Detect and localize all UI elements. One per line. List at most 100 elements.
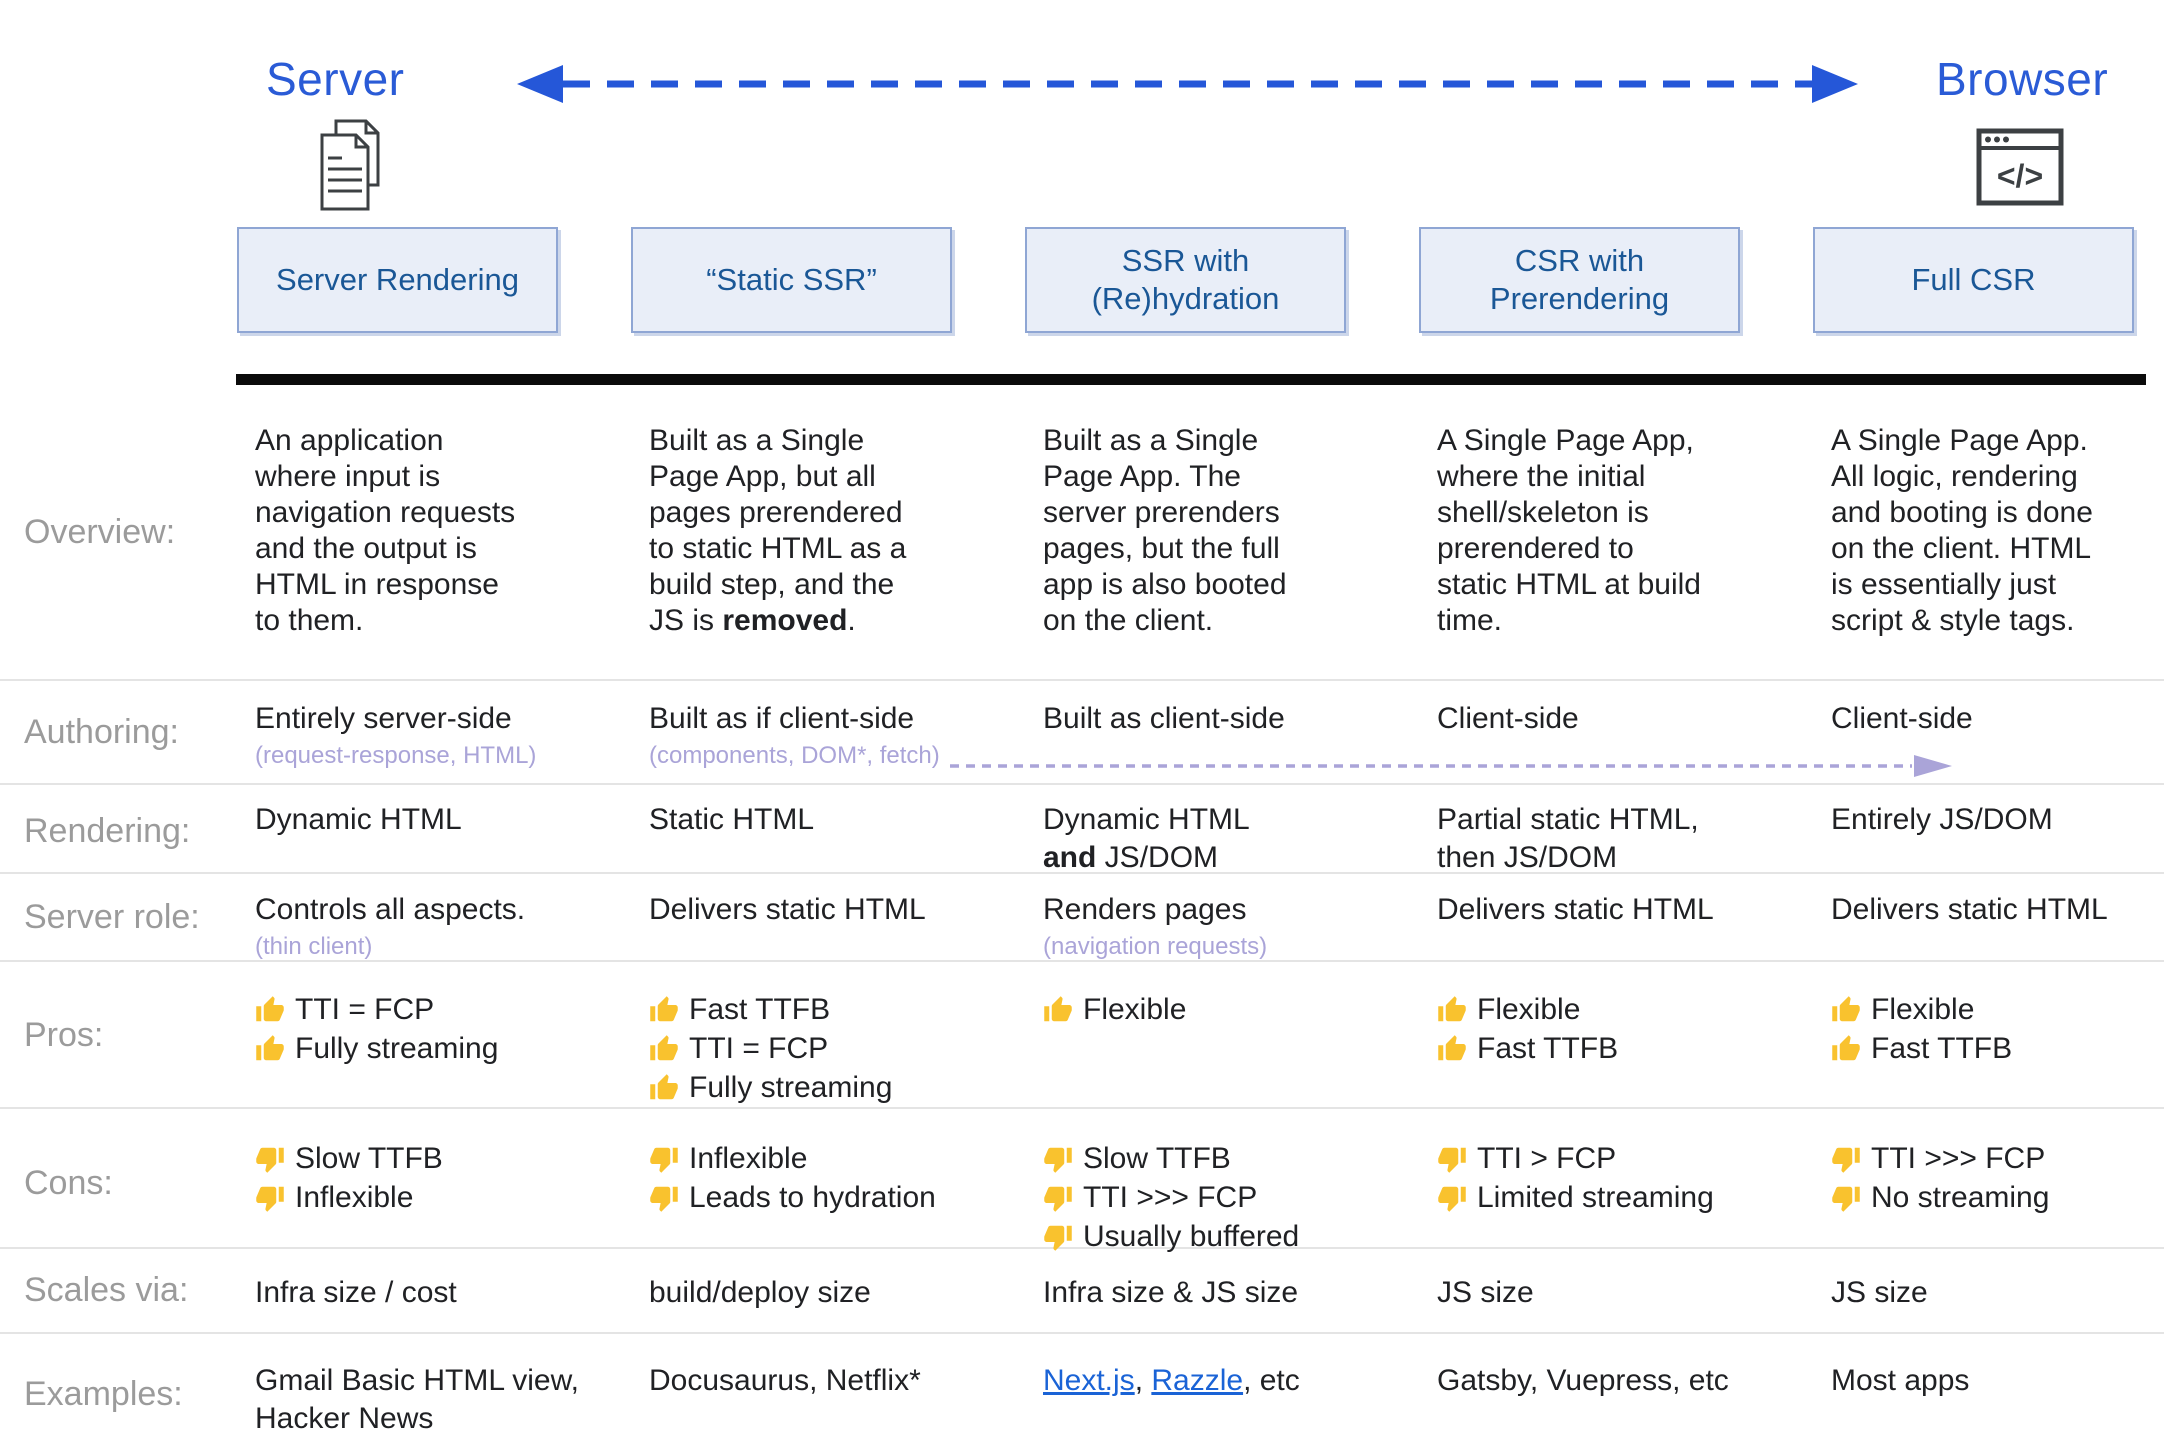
thumbs-up-icon xyxy=(650,1074,678,1100)
server-role-subnote: (navigation requests) xyxy=(1043,933,1268,960)
authoring-cell: Built as if client-side (components, DOM… xyxy=(631,681,1025,783)
scales-cell: JS size xyxy=(1831,1276,1928,1309)
pro-text: Fully streaming xyxy=(689,1071,893,1104)
examples-cell: Next.js, Razzle, etc xyxy=(1025,1334,1419,1455)
scales-cell: Infra size & JS size xyxy=(1043,1276,1299,1309)
overview-text: Built as a Single Page App, but all page… xyxy=(649,424,907,637)
pro-text: Fully streaming xyxy=(295,1032,499,1065)
con-item: Limited streaming xyxy=(1437,1180,1807,1216)
overview-cell: A Single Page App. All logic, rendering … xyxy=(1831,424,2093,637)
authoring-cell: Built as client-side xyxy=(1043,702,1285,735)
server-role-cell: Renders pages (navigation requests) xyxy=(1025,874,1419,961)
row-label-examples: Examples: xyxy=(24,1375,183,1413)
thumbs-up-icon xyxy=(256,1035,284,1061)
pro-item: Fast TTFB xyxy=(1831,1031,2158,1067)
thumbs-up-icon xyxy=(650,996,678,1022)
server-role-cell: Delivers static HTML xyxy=(1831,893,2108,926)
thumbs-up-icon xyxy=(256,996,284,1022)
overview-bold: removed xyxy=(722,604,848,637)
row-label-scales-via: Scales via: xyxy=(24,1271,189,1309)
pro-text: Fast TTFB xyxy=(689,993,831,1026)
examples-cell: Gatsby, Vuepress, etc xyxy=(1437,1364,1729,1397)
pro-text: TTI = FCP xyxy=(295,993,435,1026)
pros-cell: Flexible Fast TTFB xyxy=(1813,962,2164,1109)
header-divider-bar xyxy=(236,374,2146,385)
column-header-ssr-rehydration: SSR with (Re)hydration xyxy=(1025,227,1346,333)
rendering-cell: Dynamic HTML and JS/DOM xyxy=(1025,785,1419,877)
scales-cell: JS size xyxy=(1437,1276,1534,1309)
row-authoring: Authoring: Entirely server-side (request… xyxy=(0,681,2164,785)
rendering-cell: Static HTML xyxy=(649,803,815,836)
con-item: No streaming xyxy=(1831,1180,2158,1216)
con-item: TTI > FCP xyxy=(1437,1141,1807,1177)
con-text: Inflexible xyxy=(295,1181,414,1214)
rendering-text: Dynamic HTML xyxy=(1043,803,1250,836)
nextjs-link[interactable]: Next.js xyxy=(1043,1364,1135,1397)
row-scales-via: Scales via: Infra size / cost build/depl… xyxy=(0,1249,2164,1334)
con-text: Usually buffered xyxy=(1083,1220,1300,1253)
row-pros: Pros: TTI = FCP Fully streaming Fast TTF… xyxy=(0,962,2164,1109)
comparison-table: Overview: An application where input is … xyxy=(0,374,2164,1455)
con-text: Leads to hydration xyxy=(689,1181,936,1214)
con-item: Slow TTFB xyxy=(255,1141,625,1177)
row-rendering: Rendering: Dynamic HTML Static HTML Dyna… xyxy=(0,785,2164,874)
scales-cell: build/deploy size xyxy=(649,1276,871,1309)
pros-cell: Fast TTFB TTI = FCP Fully streaming xyxy=(631,962,1025,1109)
thumbs-up-icon xyxy=(1832,996,1860,1022)
server-browser-arrow xyxy=(517,65,1858,103)
row-label-cons: Cons: xyxy=(24,1164,113,1202)
examples-cell: Gmail Basic HTML view, Hacker News xyxy=(255,1364,579,1435)
row-label-overview: Overview: xyxy=(24,512,176,551)
cons-cell: TTI >>> FCP No streaming xyxy=(1813,1109,2164,1258)
pro-text: Fast TTFB xyxy=(1871,1032,2013,1065)
thumbs-down-icon xyxy=(1832,1147,1860,1173)
column-header-csr-prerendering: CSR with Prerendering xyxy=(1419,227,1740,333)
server-documents-icon xyxy=(320,119,380,211)
rendering-cell: Partial static HTML, then JS/DOM xyxy=(1437,803,1699,874)
rendering-cell: Dynamic HTML xyxy=(255,803,462,836)
thumbs-up-icon xyxy=(1832,1035,1860,1061)
authoring-cell: Entirely server-side (request-response, … xyxy=(237,681,631,783)
server-role-subnote: (thin client) xyxy=(255,933,373,960)
con-text: TTI >>> FCP xyxy=(1871,1142,2046,1175)
thumbs-down-icon xyxy=(1832,1186,1860,1212)
examples-cell: Docusaurus, Netflix* xyxy=(649,1364,921,1397)
pros-cell: Flexible xyxy=(1025,962,1419,1109)
thumbs-up-icon xyxy=(1044,996,1072,1022)
examples-text: , etc xyxy=(1243,1364,1300,1397)
column-header-static-ssr: “Static SSR” xyxy=(631,227,952,333)
cons-cell: Slow TTFB TTI >>> FCP Usually buffered xyxy=(1025,1109,1419,1258)
con-text: Inflexible xyxy=(689,1142,808,1175)
thumbs-down-icon xyxy=(1438,1186,1466,1212)
overview-cell: An application where input is navigation… xyxy=(255,424,516,637)
pro-text: TTI = FCP xyxy=(689,1032,829,1065)
thumbs-down-icon xyxy=(1044,1186,1072,1212)
pro-item: Fully streaming xyxy=(255,1031,625,1067)
thumbs-down-icon xyxy=(1044,1225,1072,1251)
row-label-server-role: Server role: xyxy=(24,898,200,936)
thumbs-down-icon xyxy=(256,1147,284,1173)
authoring-cell: Client-side xyxy=(1437,702,1579,735)
rendering-text: JS/DOM xyxy=(1096,841,1219,874)
overview-cell: A Single Page App, where the initial she… xyxy=(1437,424,1701,637)
con-text: TTI >>> FCP xyxy=(1083,1181,1258,1214)
con-item: Leads to hydration xyxy=(649,1180,1019,1216)
thumbs-down-icon xyxy=(1044,1147,1072,1173)
examples-cell: Most apps xyxy=(1831,1364,1970,1397)
cons-cell: Slow TTFB Inflexible xyxy=(237,1109,631,1258)
con-text: Slow TTFB xyxy=(295,1142,443,1175)
cons-cell: Inflexible Leads to hydration xyxy=(631,1109,1025,1258)
server-role-text: Renders pages xyxy=(1043,893,1247,926)
browser-window-icon: </> xyxy=(1976,128,2064,206)
overview-cell: Built as a Single Page App, but all page… xyxy=(631,385,1025,679)
thumbs-up-icon xyxy=(1438,1035,1466,1061)
authoring-subnote: (components, DOM*, fetch) xyxy=(649,742,940,769)
con-item: Usually buffered xyxy=(1043,1219,1413,1255)
pro-item: Flexible xyxy=(1831,992,2158,1028)
razzle-link[interactable]: Razzle xyxy=(1151,1364,1244,1397)
pro-text: Fast TTFB xyxy=(1477,1032,1619,1065)
thumbs-down-icon xyxy=(650,1186,678,1212)
thumbs-down-icon xyxy=(256,1186,284,1212)
pros-cell: TTI = FCP Fully streaming xyxy=(237,962,631,1109)
